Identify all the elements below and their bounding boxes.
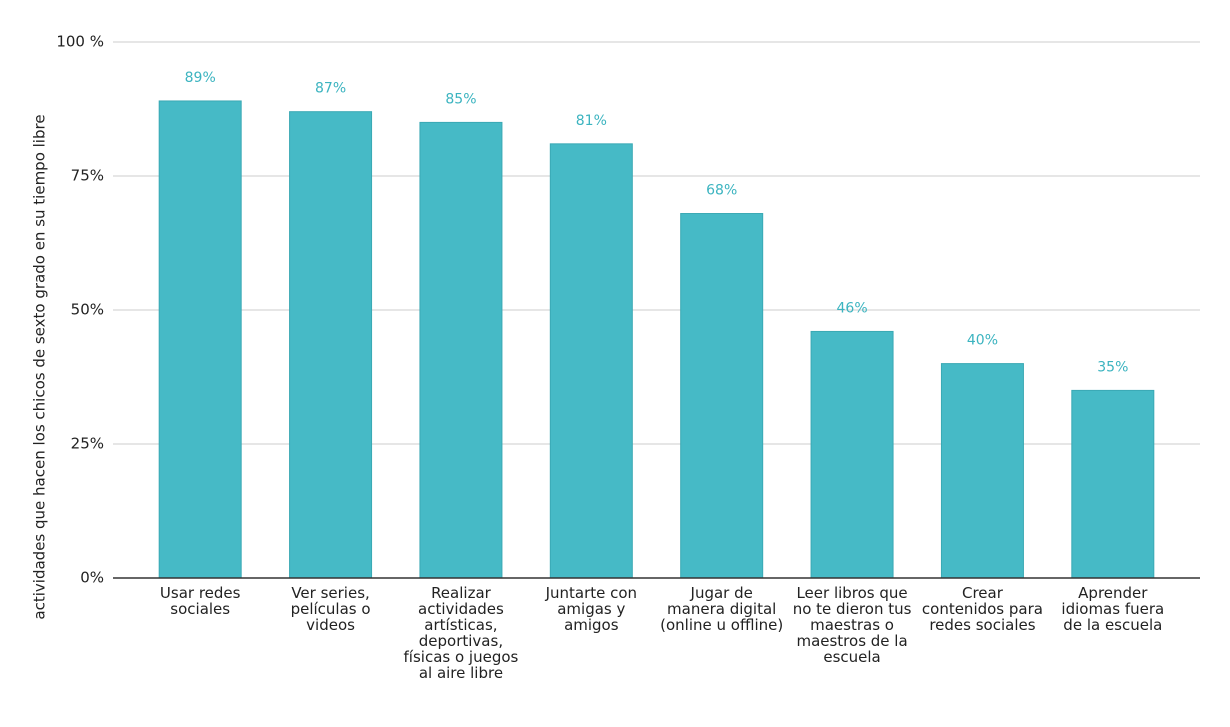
bar — [289, 111, 373, 579]
data-label: 35% — [1097, 359, 1128, 375]
y-tick-label: 75% — [71, 167, 104, 185]
x-tick-label: Juntarte con amigas y amigos — [545, 584, 638, 634]
bar — [680, 213, 764, 579]
data-label: 68% — [706, 183, 737, 199]
y-tick-label: 25% — [71, 435, 104, 453]
y-axis-label: actividades que hacen los chicos de sext… — [31, 114, 49, 619]
x-tick-label: Jugar de manera digital (online u offlin… — [660, 584, 784, 634]
data-label: 85% — [445, 91, 476, 107]
y-tick-label: 0% — [80, 569, 104, 587]
bar — [419, 121, 503, 579]
data-label: 40% — [967, 333, 998, 349]
bar — [940, 363, 1024, 579]
x-tick-label: Usar redes sociales — [159, 584, 241, 618]
data-label: 46% — [837, 300, 868, 316]
data-label: 89% — [185, 70, 216, 86]
x-tick-label: Crear contenidos para redes sociales — [921, 584, 1043, 634]
bar — [1071, 389, 1155, 579]
data-label: 81% — [576, 113, 607, 129]
x-tick-label: Aprender idiomas fuera de la escuela — [1061, 584, 1165, 634]
data-label: 87% — [315, 81, 346, 97]
bar — [810, 330, 894, 579]
x-tick-label: Ver series, películas o videos — [290, 584, 371, 634]
y-tick-label: 50% — [71, 301, 104, 319]
y-tick-label: 100 % — [56, 33, 104, 51]
bar — [158, 100, 242, 579]
x-tick-label: Leer libros que no te dieron tus maestra… — [792, 584, 912, 666]
bar — [549, 143, 633, 579]
x-tick-label: Realizar actividades artísticas, deporti… — [403, 584, 519, 682]
